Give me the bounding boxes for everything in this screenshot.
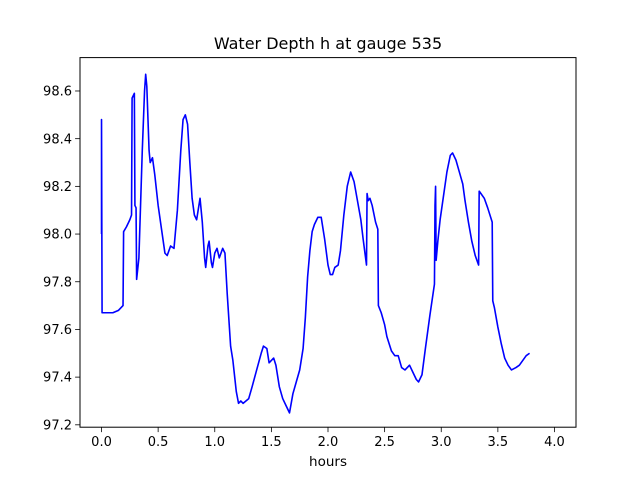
x-tick-label: 1.0 xyxy=(204,435,225,450)
x-tick-label: 0.5 xyxy=(148,435,169,450)
y-tick-label: 98.2 xyxy=(43,180,72,195)
y-tick-label: 97.6 xyxy=(43,323,72,338)
y-tick-label: 97.8 xyxy=(43,275,72,290)
y-tick-label: 98.0 xyxy=(43,228,72,243)
x-tick-label: 2.0 xyxy=(318,435,339,450)
axes-frame xyxy=(79,57,577,428)
x-tick-label: 4.0 xyxy=(544,435,565,450)
plot-area xyxy=(100,73,531,414)
x-tick-label: 1.5 xyxy=(261,435,282,450)
y-axis: 97.2 97.4 97.6 97.8 98.0 98.2 98.4 98.6 xyxy=(43,85,80,433)
x-tick-label: 3.0 xyxy=(431,435,452,450)
chart-title: Water Depth h at gauge 535 xyxy=(214,34,442,53)
x-axis: 0.0 0.5 1.0 1.5 2.0 2.5 3.0 3.5 4.0 xyxy=(91,427,565,450)
y-tick-label: 97.4 xyxy=(43,371,72,386)
x-tick-label: 2.5 xyxy=(374,435,395,450)
series-line xyxy=(100,73,531,414)
y-tick-label: 97.2 xyxy=(43,418,72,433)
x-tick-label: 0.0 xyxy=(91,435,112,450)
x-axis-label: hours xyxy=(309,454,347,470)
x-tick-label: 3.5 xyxy=(488,435,509,450)
y-tick-label: 98.6 xyxy=(43,85,72,100)
y-tick-label: 98.4 xyxy=(43,132,72,147)
